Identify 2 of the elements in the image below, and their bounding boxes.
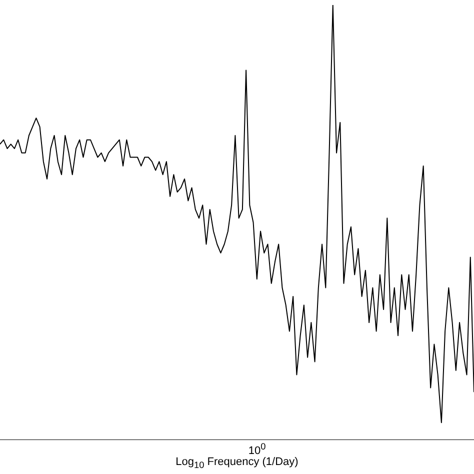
x-axis-title: Log$_{10}$ Frequency (1/Day) <box>174 456 300 470</box>
text: 10$^{0}$ <box>248 441 266 457</box>
